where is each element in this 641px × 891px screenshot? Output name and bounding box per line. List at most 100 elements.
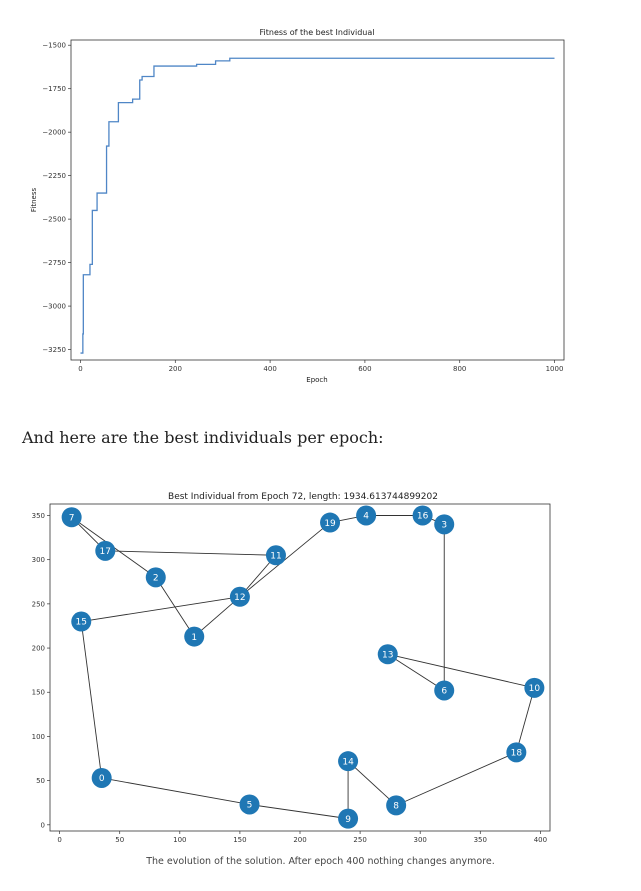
city-node-label: 3 xyxy=(441,521,447,531)
route-edge xyxy=(101,777,250,805)
city-node-label: 16 xyxy=(417,512,429,522)
fitness-x-axis: 0 200 400 600 800 1000 xyxy=(78,360,563,373)
city-node-label: 2 xyxy=(153,574,159,584)
city-node: 13 xyxy=(377,644,398,665)
city-node: 8 xyxy=(386,795,407,816)
x-tick-label: 300 xyxy=(414,836,427,844)
route-edge xyxy=(515,687,535,753)
x-tick-label: 100 xyxy=(173,836,186,844)
route-edge xyxy=(387,653,445,691)
y-tick-label: −2000 xyxy=(42,129,66,137)
city-node-marker xyxy=(524,677,545,698)
city-node-marker xyxy=(338,751,359,772)
fitness-x-axis-label: Epoch xyxy=(306,376,327,384)
route-y-axis: 0 50 100 150 200 250 300 350 xyxy=(32,512,50,829)
x-tick-label: 0 xyxy=(78,365,82,373)
y-tick-label: −2250 xyxy=(42,172,66,180)
city-node-marker xyxy=(184,626,205,647)
fitness-chart: Fitness of the best Individual 0 200 400 60… xyxy=(30,28,565,384)
city-node-label: 18 xyxy=(511,749,523,759)
y-tick-label: 100 xyxy=(32,733,45,741)
city-node-marker xyxy=(239,794,260,815)
city-node-marker xyxy=(377,644,398,665)
city-node: 15 xyxy=(71,611,92,632)
city-node: 4 xyxy=(356,505,377,526)
y-tick-label: 0 xyxy=(41,821,45,829)
route-edge xyxy=(239,522,331,598)
city-node-label: 4 xyxy=(363,512,369,522)
city-node-label: 13 xyxy=(382,650,393,660)
city-node-marker xyxy=(61,507,82,528)
city-node-label: 8 xyxy=(393,802,399,812)
city-node-label: 7 xyxy=(69,513,75,523)
city-node: 17 xyxy=(95,540,116,561)
city-node-marker xyxy=(434,680,455,701)
city-node-label: 14 xyxy=(342,757,354,767)
route-edge xyxy=(249,804,349,820)
figure-caption: The evolution of the solution. After epo… xyxy=(146,856,495,867)
city-node-marker xyxy=(338,808,359,829)
city-node-marker xyxy=(91,767,112,788)
city-node-marker xyxy=(145,567,166,588)
x-tick-label: 150 xyxy=(233,836,246,844)
y-tick-label: −1500 xyxy=(42,42,66,50)
y-tick-label: 300 xyxy=(32,556,45,564)
y-tick-label: −2500 xyxy=(42,216,66,224)
fitness-y-axis-label: Fitness xyxy=(30,188,38,213)
y-tick-label: −3000 xyxy=(42,303,66,311)
y-tick-label: 200 xyxy=(32,645,45,653)
city-node: 16 xyxy=(412,505,433,526)
intro-text: And here are the best individuals per ep… xyxy=(22,428,384,447)
fitness-chart-title: Fitness of the best Individual xyxy=(260,28,375,37)
city-node-label: 11 xyxy=(270,551,281,561)
city-node: 6 xyxy=(434,680,455,701)
x-tick-label: 800 xyxy=(453,365,466,373)
city-node-marker xyxy=(386,795,407,816)
y-tick-label: 350 xyxy=(32,512,45,520)
city-node-label: 5 xyxy=(247,801,253,811)
fitness-plot-frame xyxy=(70,39,565,361)
route-edge xyxy=(81,596,240,622)
x-tick-label: 350 xyxy=(474,836,487,844)
fitness-series-line xyxy=(80,57,555,354)
x-tick-label: 200 xyxy=(293,836,306,844)
city-node-marker xyxy=(506,742,527,763)
route-edge xyxy=(193,596,241,637)
city-node: 10 xyxy=(524,677,545,698)
route-edge xyxy=(395,751,517,806)
x-tick-label: 400 xyxy=(263,365,276,373)
y-tick-label: −2750 xyxy=(42,259,66,267)
city-node: 5 xyxy=(239,794,260,815)
route-edge xyxy=(80,621,103,779)
city-node-marker xyxy=(412,505,433,526)
city-node-label: 9 xyxy=(345,815,351,825)
city-node-label: 10 xyxy=(529,684,541,694)
y-tick-label: −1750 xyxy=(42,85,66,93)
route-edge xyxy=(387,653,535,689)
city-node: 1 xyxy=(184,626,205,647)
city-node-marker xyxy=(320,512,341,533)
route-chart: Best Individual from Epoch 72, length: 1… xyxy=(32,492,551,844)
city-node-label: 6 xyxy=(441,687,447,697)
city-node: 9 xyxy=(338,808,359,829)
city-node-label: 15 xyxy=(76,618,87,628)
city-node-marker xyxy=(434,514,455,535)
city-node-label: 12 xyxy=(234,593,245,603)
city-node: 11 xyxy=(265,545,286,566)
city-node-label: 0 xyxy=(99,774,105,784)
route-edge xyxy=(105,550,276,556)
x-tick-label: 400 xyxy=(534,836,547,844)
x-tick-label: 250 xyxy=(353,836,366,844)
x-tick-label: 600 xyxy=(358,365,371,373)
city-node-marker xyxy=(356,505,377,526)
city-node-label: 17 xyxy=(100,547,111,557)
x-tick-label: 1000 xyxy=(546,365,564,373)
city-node: 19 xyxy=(320,512,341,533)
route-chart-title: Best Individual from Epoch 72, length: 1… xyxy=(168,492,438,502)
city-node: 2 xyxy=(145,567,166,588)
city-node: 12 xyxy=(229,586,250,607)
x-tick-label: 0 xyxy=(57,836,61,844)
city-node-marker xyxy=(95,540,116,561)
route-edge xyxy=(347,760,397,806)
